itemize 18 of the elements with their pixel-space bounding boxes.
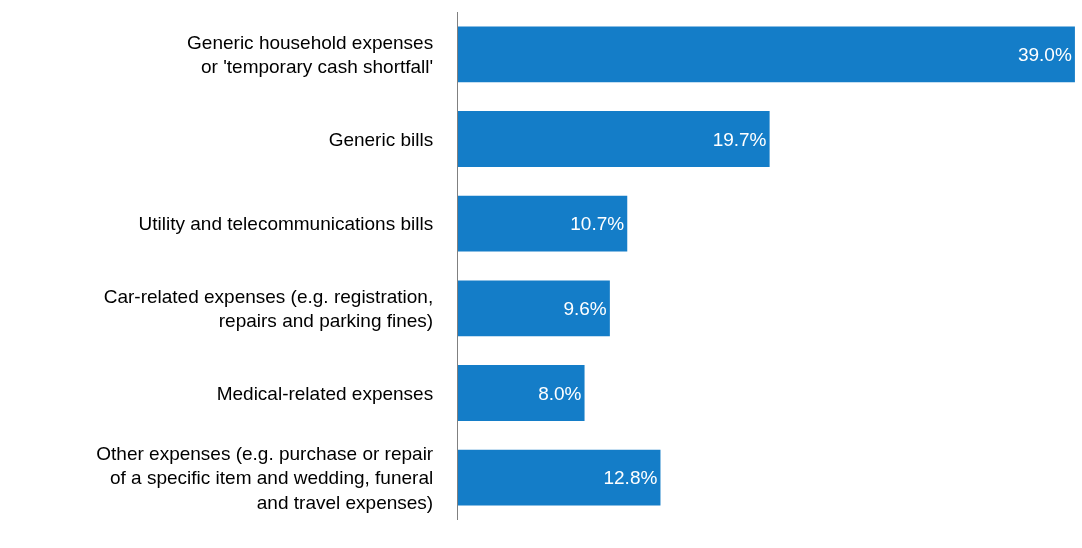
y-tick-label: Other expenses (e.g. purchase or repair of a specific item and wedding, funeral and travel expenses) [96,442,434,514]
data-label: 10.7% [570,213,625,235]
bar [458,280,610,337]
data-label: 19.7% [712,128,767,150]
bar [458,365,585,421]
bar [458,195,628,252]
data-label: 9.6% [563,297,607,319]
y-tick-label: Utility and telecommunications bills [138,213,434,235]
y-tick-label: Medical-related expenses [216,382,434,404]
y-tick-label: Car-related expenses (e.g. registration, repairs and parking fines) [103,285,434,332]
bar [458,111,770,167]
y-tick-label: Generic household expenses or 'temporary cash shortfall' [187,31,434,78]
y-tick-label: Generic bills [328,128,434,150]
data-label: 39.0% [1017,43,1072,65]
data-label: 8.0% [538,382,582,404]
data-label: 12.8% [603,467,658,489]
bar [458,26,1075,83]
bar [458,449,661,506]
